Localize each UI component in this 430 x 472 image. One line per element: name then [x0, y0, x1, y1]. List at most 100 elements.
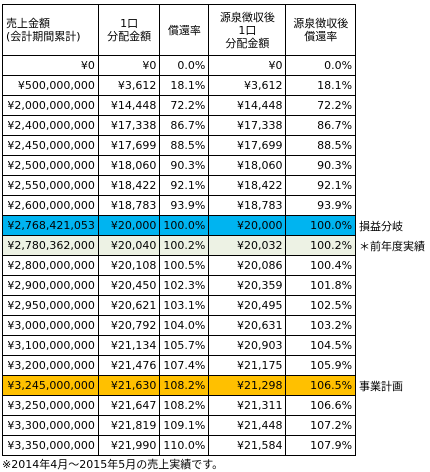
table-cell: ¥14,448 [97, 95, 161, 116]
table-cell: ¥20,000 [208, 215, 287, 236]
table-cell: 110.0% [159, 435, 210, 456]
header-cell: 源泉徴収後 1口 分配金額 [208, 4, 287, 56]
table-cell: 72.2% [285, 95, 357, 116]
header-line: 源泉徴収後 [293, 17, 349, 30]
table-row: ¥2,768,421,053 ¥20,000 100.0% ¥20,000 100.0%… [2, 215, 430, 236]
header-cell: 1口 分配金額 [97, 4, 161, 56]
table-cell: ¥18,783 [97, 195, 161, 216]
table-cell: ¥20,631 [208, 315, 287, 336]
row-note-empty [356, 96, 430, 116]
table-cell: ¥3,245,000,000 [2, 375, 99, 396]
table-cell: 100.5% [159, 255, 210, 276]
table-cell: ¥2,550,000,000 [2, 175, 99, 196]
table-row: ¥2,950,000,000 ¥20,621 103.1% ¥20,495 102.5% [2, 295, 430, 316]
table-cell: 18.1% [285, 75, 357, 96]
table-row: ¥2,600,000,000 ¥18,783 93.9% ¥18,783 93.9% [2, 195, 430, 216]
row-note-empty [356, 76, 430, 96]
table-cell: 88.5% [159, 135, 210, 156]
row-note-empty [356, 416, 430, 436]
table-cell: ¥18,783 [208, 195, 287, 216]
table-cell: ¥21,134 [97, 335, 161, 356]
table-cell: ¥2,500,000,000 [2, 155, 99, 176]
row-note-empty [356, 196, 430, 216]
table-cell: 106.6% [285, 395, 357, 416]
row-note-empty [356, 396, 430, 416]
row-note-empty [356, 316, 430, 336]
header-line: 1口 [120, 17, 139, 30]
table-cell: ¥3,300,000,000 [2, 415, 99, 436]
header-line: 分配金額 [107, 30, 152, 43]
header-line: 償還率 [167, 23, 201, 37]
table-cell: ¥3,612 [208, 75, 287, 96]
table-cell: 86.7% [285, 115, 357, 136]
table-cell: ¥2,780,362,000 [2, 235, 99, 256]
table-cell: ¥20,086 [208, 255, 287, 276]
header-row: 売上金額 (会計期間累計) 1口 分配金額 償還率 源泉徴収後 1口 分配金額 源泉徴収後 償還率 [2, 4, 430, 56]
table-cell: ¥500,000,000 [2, 75, 99, 96]
row-note-empty [356, 116, 430, 136]
row-note-empty [356, 276, 430, 296]
table-cell: ¥17,699 [208, 135, 287, 156]
header-line: (会計期間累計) [6, 30, 81, 43]
table-cell: 93.9% [159, 195, 210, 216]
row-note: 事業計画 [359, 379, 404, 393]
table-cell: 102.5% [285, 295, 357, 316]
table-cell: 106.5% [285, 375, 357, 396]
table-cell: ¥14,448 [208, 95, 287, 116]
header-cell: 売上金額 (会計期間累計) [2, 4, 99, 56]
table-cell: ¥0 [97, 55, 161, 76]
table-cell: ¥3,612 [97, 75, 161, 96]
table-cell: 108.2% [159, 395, 210, 416]
table-cell: ¥20,000 [97, 215, 161, 236]
table-cell: ¥2,000,000,000 [2, 95, 99, 116]
table-cell: 107.2% [285, 415, 357, 436]
table-body: ¥0 ¥0 0.0% ¥0 0.0% ¥500,000,000 ¥3,612 18.1% ¥3,… [2, 55, 430, 456]
row-note-empty [356, 436, 430, 456]
table-row: ¥500,000,000 ¥3,612 18.1% ¥3,612 18.1% [2, 75, 430, 96]
table-cell: 100.0% [285, 215, 357, 236]
table-row: ¥2,000,000,000 ¥14,448 72.2% ¥14,448 72.2% [2, 95, 430, 116]
table-cell: 100.2% [285, 235, 357, 256]
row-note: 損益分岐 [359, 219, 404, 233]
table-cell: ¥20,040 [97, 235, 161, 256]
table-cell: ¥17,338 [208, 115, 287, 136]
table-cell: 88.5% [285, 135, 357, 156]
table-cell: 102.3% [159, 275, 210, 296]
table-cell: ¥2,800,000,000 [2, 255, 99, 276]
table-cell: 92.1% [285, 175, 357, 196]
table-cell: ¥3,200,000,000 [2, 355, 99, 376]
table-cell: ¥21,448 [208, 415, 287, 436]
table-row: ¥2,780,362,000 ¥20,040 100.2% ¥20,032 100.2%… [2, 235, 430, 256]
note-header [356, 5, 430, 56]
table-row: ¥3,100,000,000 ¥21,134 105.7% ¥20,903 104.5% [2, 335, 430, 356]
table-row: ¥3,300,000,000 ¥21,819 109.1% ¥21,448 107.2% [2, 415, 430, 436]
table-cell: ¥2,768,421,053 [2, 215, 99, 236]
header-line: 分配金額 [225, 36, 270, 50]
table-cell: ¥20,621 [97, 295, 161, 316]
row-note-empty [356, 56, 430, 76]
row-note: ＊前年度実績 [359, 239, 426, 253]
sales-table: 売上金額 (会計期間累計) 1口 分配金額 償還率 源泉徴収後 1口 分配金額 源泉徴収後 償還率… [2, 4, 430, 456]
table-row: ¥3,000,000,000 ¥20,792 104.0% ¥20,631 103.2% [2, 315, 430, 336]
row-note-empty [356, 176, 430, 196]
row-note-empty [356, 136, 430, 156]
row-note-empty [356, 356, 430, 376]
table-cell: 90.3% [285, 155, 357, 176]
table-cell: ¥21,647 [97, 395, 161, 416]
table-cell: ¥2,600,000,000 [2, 195, 99, 216]
table-cell: 101.8% [285, 275, 357, 296]
row-note-empty [356, 256, 430, 276]
row-note-empty [356, 156, 430, 176]
table-row: ¥2,500,000,000 ¥18,060 90.3% ¥18,060 90.3% [2, 155, 430, 176]
table-cell: ¥21,311 [208, 395, 287, 416]
table-row: ¥2,450,000,000 ¥17,699 88.5% ¥17,699 88.5% [2, 135, 430, 156]
table-cell: ¥20,792 [97, 315, 161, 336]
table-cell: 103.1% [159, 295, 210, 316]
header-line: 償還率 [304, 30, 338, 43]
table-row: ¥3,245,000,000 ¥21,630 108.2% ¥21,298 106.5%… [2, 375, 430, 396]
table-cell: ¥3,250,000,000 [2, 395, 99, 416]
table-cell: ¥17,338 [97, 115, 161, 136]
